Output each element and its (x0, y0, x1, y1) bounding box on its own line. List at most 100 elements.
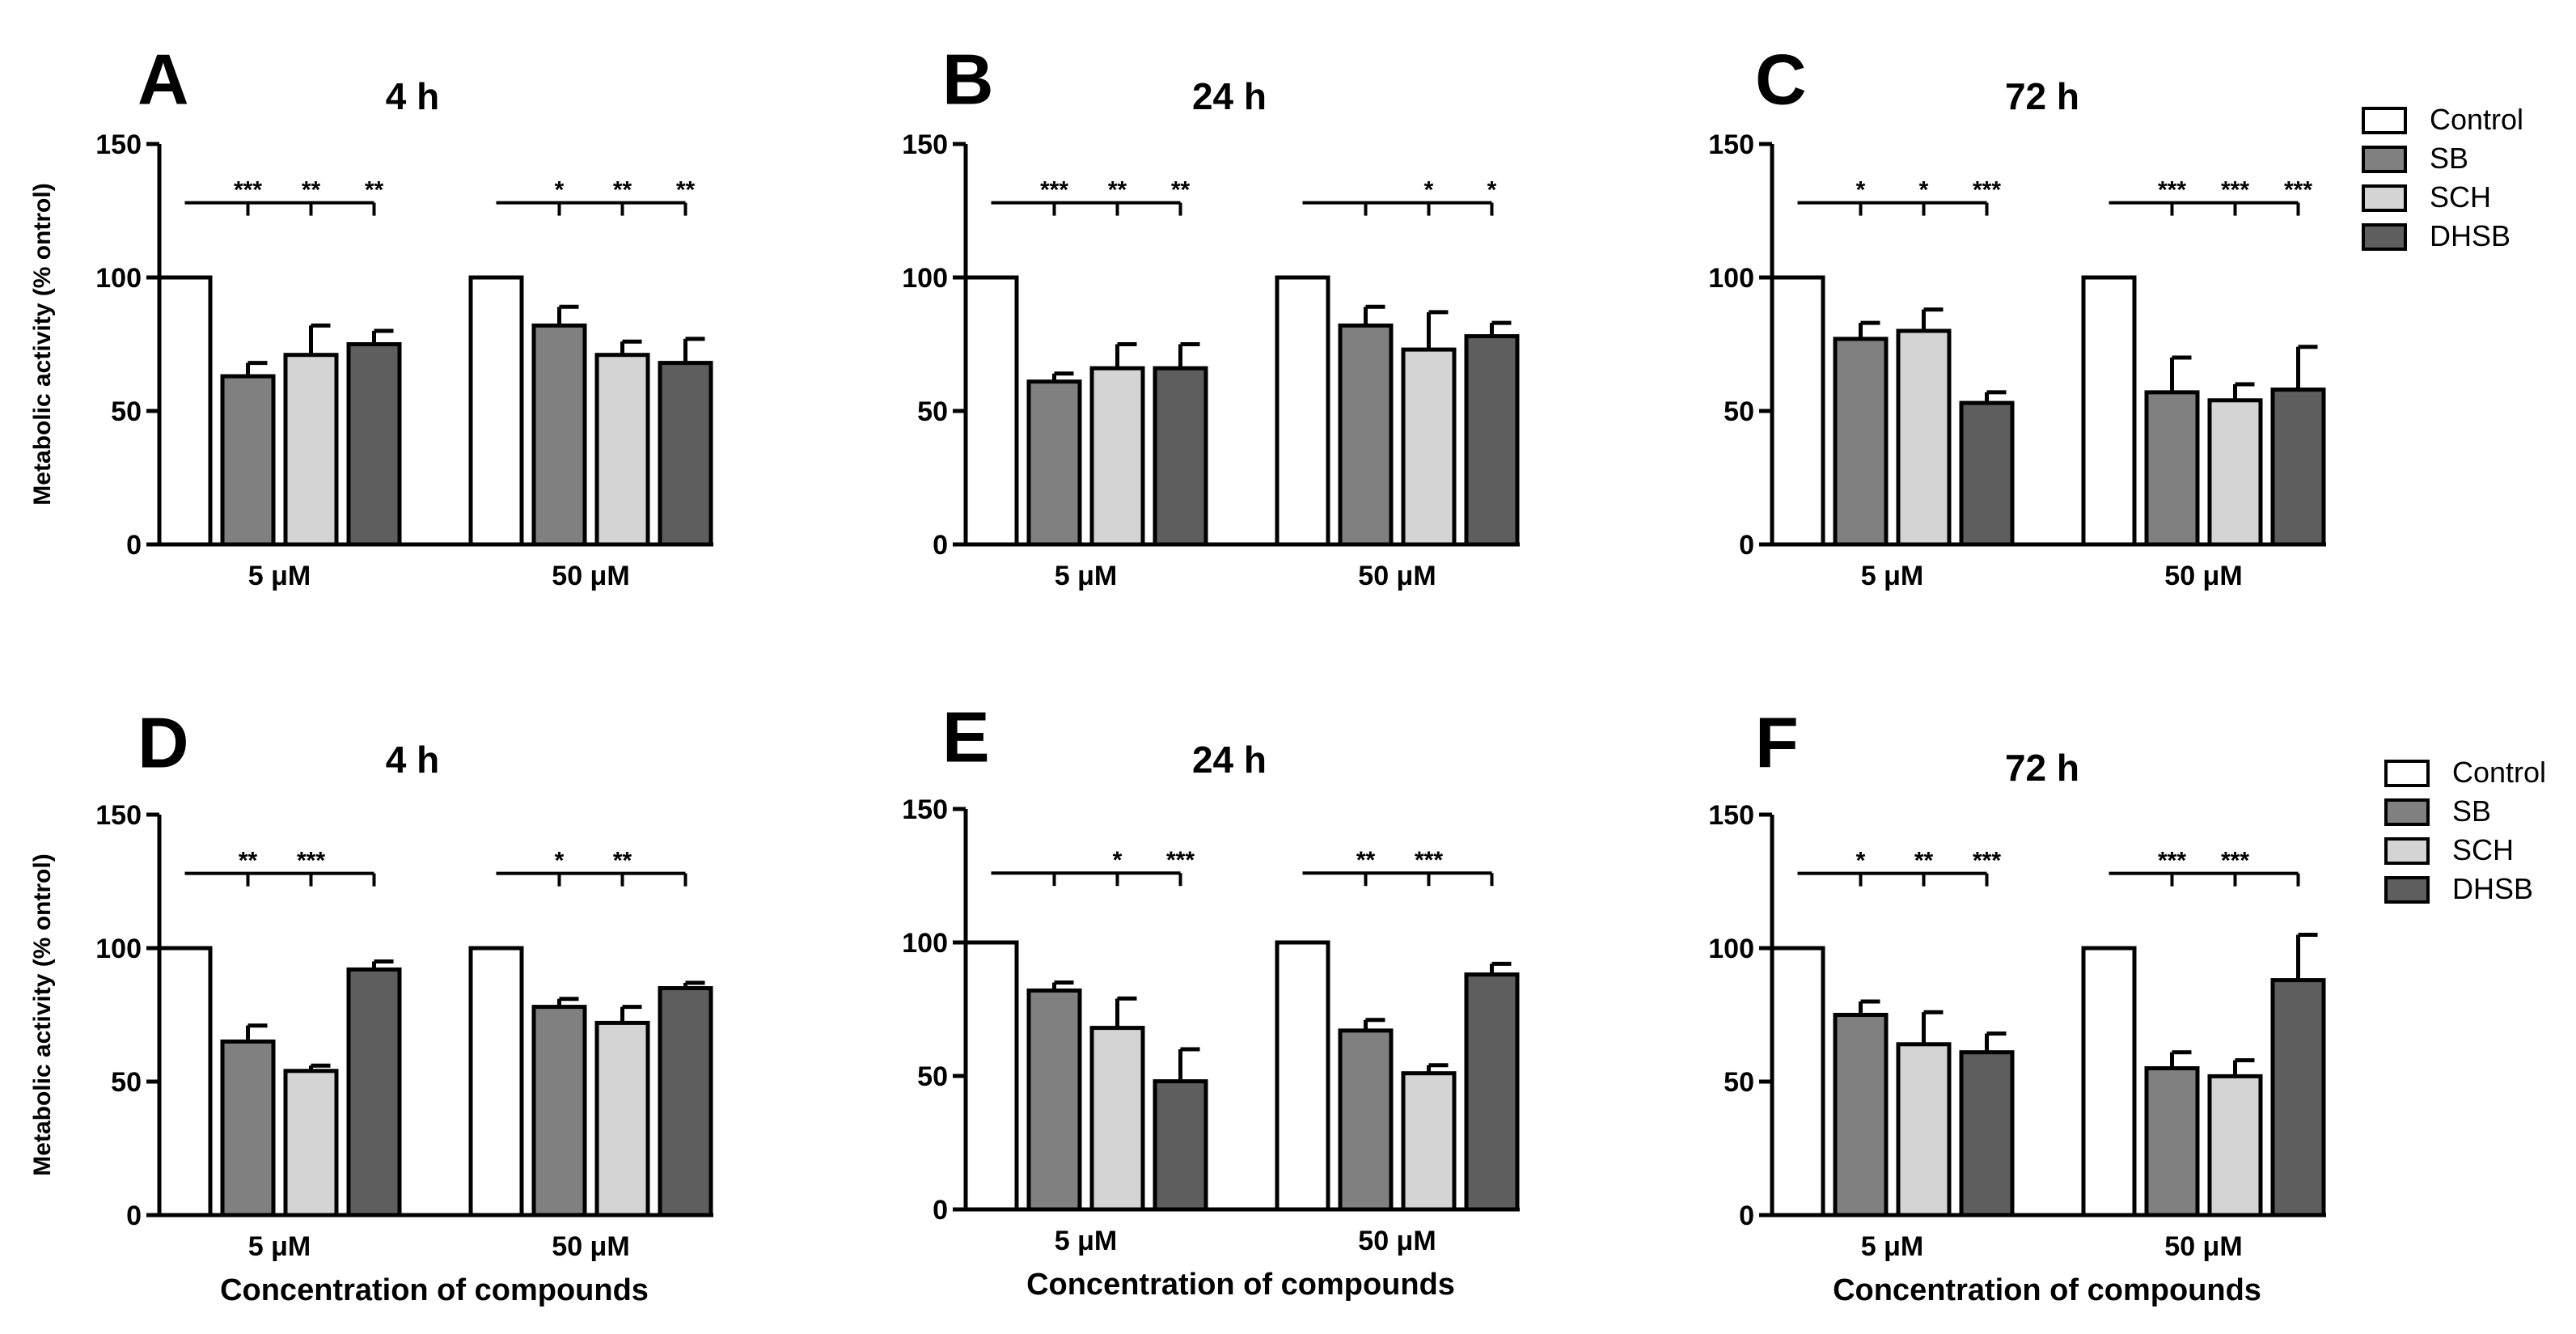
legend-label-control: Control (2452, 756, 2546, 789)
legend-swatch-sch (2384, 837, 2430, 865)
x-category-label: 50 μM (2164, 1231, 2242, 1262)
bar-dhsb-5uM (1959, 1050, 2015, 1218)
significance-label: ** (1171, 177, 1191, 204)
panel-letter: E (942, 697, 990, 777)
bar-dhsb-5uM (1153, 1079, 1208, 1212)
legend-swatch-dhsb (2362, 223, 2407, 251)
x-axis-label: Concentration of compounds (1833, 1273, 2261, 1307)
significance-label: *** (1040, 177, 1068, 204)
bar-sch-5uM (1089, 1026, 1145, 1212)
legend-top: Control SB SCH DHSB (2362, 103, 2523, 252)
y-tick-label: 100 (95, 934, 142, 964)
x-category-label: 5 μM (248, 561, 311, 591)
x-category-label: 50 μM (1358, 561, 1436, 591)
bar-sch-50uM (1401, 1071, 1457, 1212)
bar-sch-5uM (1896, 328, 1952, 547)
panel-letter: F (1755, 702, 1799, 782)
y-tick-label: 150 (95, 800, 142, 831)
chart-title: 72 h (2005, 747, 2079, 789)
bar-sb-50uM (1338, 323, 1394, 547)
x-category-label: 5 μM (248, 1231, 311, 1262)
bar-dhsb-50uM (1464, 972, 1520, 1212)
bar-control-50uM (1275, 940, 1330, 1212)
significance-label: ** (1356, 847, 1376, 874)
y-tick-label: 0 (933, 1195, 948, 1226)
y-tick-label: 50 (111, 396, 142, 427)
bar-dhsb-5uM (1153, 366, 1208, 547)
significance-label: * (555, 848, 565, 875)
significance-label: *** (1973, 177, 2001, 204)
significance-label: *** (234, 177, 262, 204)
x-axis-label: Concentration of compounds (1026, 1268, 1455, 1302)
significance-label: * (555, 177, 565, 204)
bar-control-50uM (468, 275, 524, 547)
bar-sch-5uM (1089, 366, 1145, 547)
bar-sb-50uM (531, 1005, 587, 1218)
bar-dhsb-5uM (346, 342, 402, 547)
y-tick-label: 100 (1708, 934, 1754, 964)
x-category-label: 5 μM (1861, 561, 1923, 591)
x-category-label: 5 μM (1055, 1226, 1117, 1256)
bar-sch-50uM (594, 353, 650, 547)
legend-swatch-control (2384, 760, 2430, 787)
bar-sch-50uM (2207, 398, 2263, 547)
bar-control-5uM (1770, 946, 1825, 1218)
significance-label: ** (613, 848, 632, 875)
significance-label: *** (2158, 848, 2186, 875)
bar-dhsb-5uM (1959, 400, 2015, 547)
y-tick-label: 150 (1708, 129, 1754, 160)
panel-letter: C (1755, 39, 1807, 119)
legend-label-sch: SCH (2430, 180, 2491, 214)
significance-label: *** (297, 848, 325, 875)
y-tick-label: 150 (95, 129, 142, 160)
y-axis-label: Metabolic activity (% ontrol) (29, 183, 56, 505)
significance-label: *** (2158, 177, 2186, 204)
bar-sb-5uM (1833, 1013, 1889, 1218)
x-category-label: 50 μM (552, 1231, 629, 1262)
bar-dhsb-50uM (1464, 334, 1520, 547)
y-tick-label: 50 (1724, 1067, 1754, 1098)
significance-label: * (1856, 177, 1866, 204)
chart-title: 4 h (386, 739, 439, 781)
panel-letter: B (942, 39, 994, 119)
significance-label: *** (1166, 847, 1195, 874)
significance-label: * (1113, 847, 1123, 874)
bar-sch-50uM (1401, 347, 1457, 547)
legend-label-sb: SB (2452, 794, 2491, 828)
legend-swatch-control (2362, 107, 2407, 134)
panel-D: D 4 h 0 50 100 150 Metabolic activity (% ontro… (29, 702, 713, 1307)
bar-sb-5uM (1026, 988, 1082, 1212)
y-tick-label: 0 (126, 530, 142, 561)
bar-dhsb-50uM (2270, 387, 2326, 547)
y-tick-label: 0 (1739, 530, 1754, 561)
bar-control-50uM (468, 946, 524, 1218)
y-tick-label: 0 (1739, 1201, 1754, 1231)
significance-label: * (1424, 177, 1434, 204)
bar-control-50uM (2081, 275, 2137, 547)
significance-label: * (1856, 848, 1866, 875)
bar-control-50uM (1275, 275, 1330, 547)
bar-dhsb-50uM (658, 361, 713, 547)
significance-label: ** (365, 177, 384, 204)
x-category-label: 50 μM (2164, 561, 2242, 591)
chart-title: 72 h (2005, 75, 2079, 117)
bar-control-5uM (963, 940, 1019, 1212)
significance-label: * (1919, 177, 1929, 204)
bar-control-50uM (2081, 946, 2137, 1218)
significance-label: ** (302, 177, 321, 204)
legend-swatch-sb (2362, 146, 2407, 173)
y-tick-label: 50 (917, 1061, 948, 1092)
bar-dhsb-50uM (658, 986, 713, 1218)
panel-letter: A (137, 39, 189, 119)
bar-sch-5uM (283, 353, 339, 547)
panel-A: A 4 h 0 50 100 150 Metabolic activity (% ontro… (29, 39, 713, 591)
legend-swatch-sch (2362, 184, 2407, 212)
bar-dhsb-5uM (346, 967, 402, 1218)
y-tick-label: 0 (933, 530, 948, 561)
significance-label: *** (2284, 177, 2312, 204)
significance-label: *** (2221, 177, 2249, 204)
